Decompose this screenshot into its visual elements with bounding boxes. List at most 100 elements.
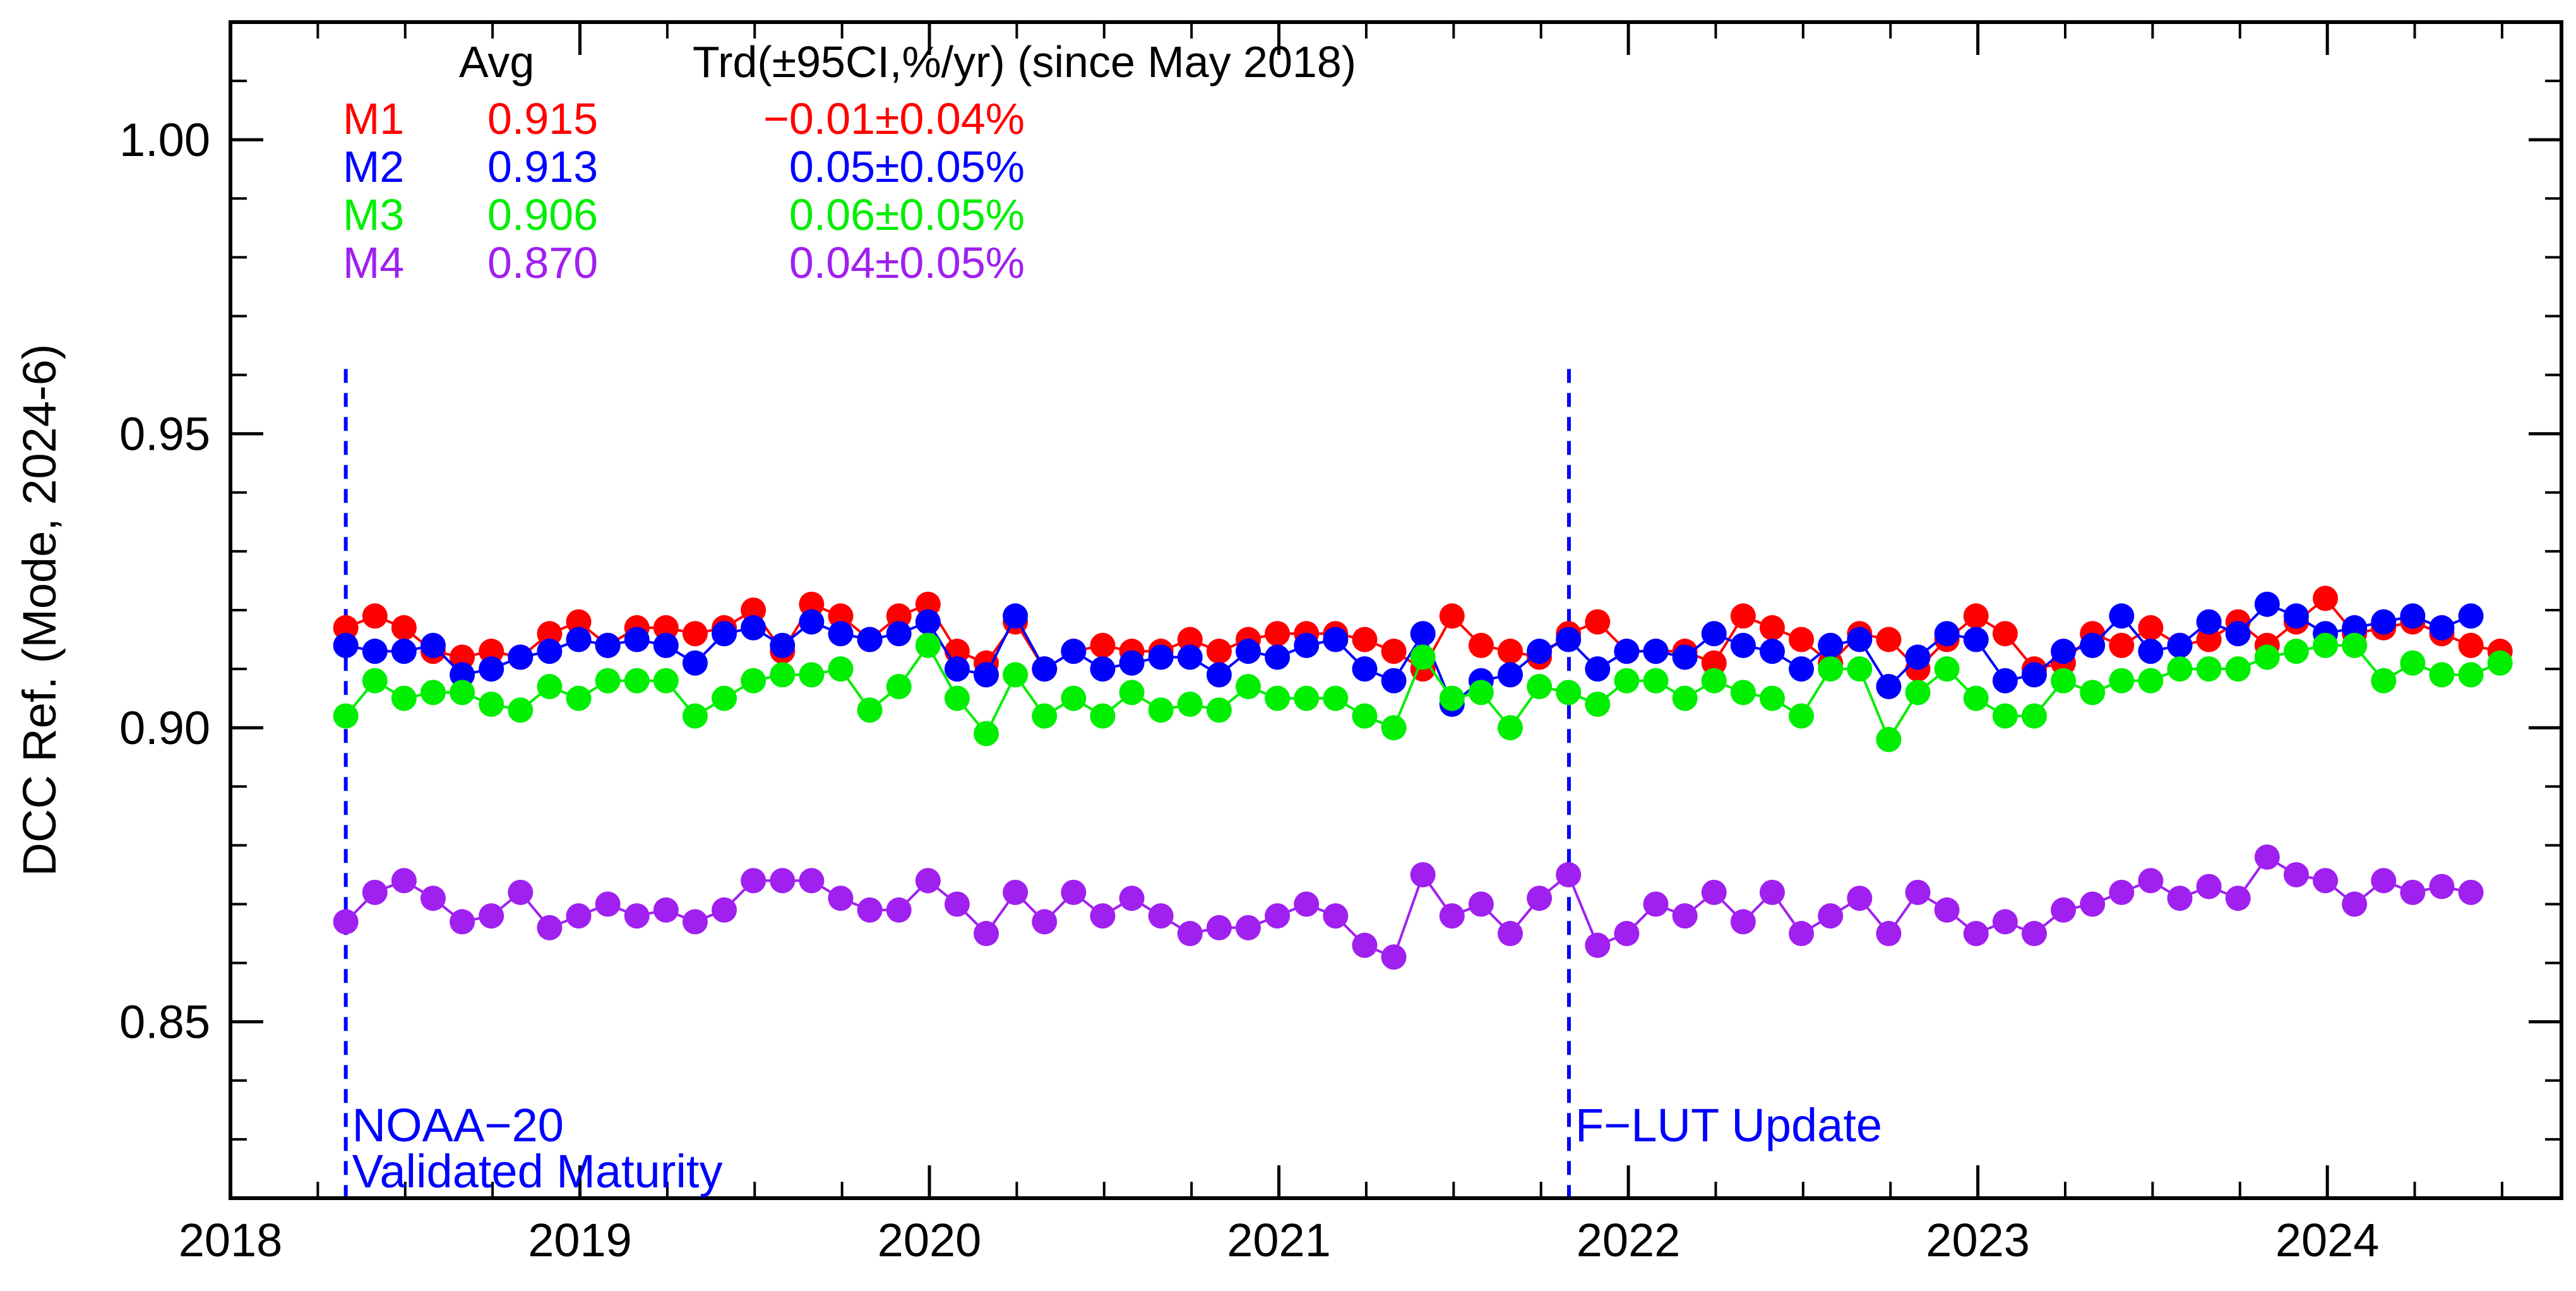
data-point-m4 xyxy=(1701,879,1727,905)
data-point-m2 xyxy=(1498,662,1524,688)
data-point-m3 xyxy=(2051,668,2077,694)
data-point-m2 xyxy=(479,656,504,682)
data-point-m3 xyxy=(653,668,679,694)
data-point-m3 xyxy=(682,703,708,729)
data-point-m1 xyxy=(1177,627,1203,652)
data-point-m1 xyxy=(566,609,592,635)
data-point-m2 xyxy=(2371,609,2397,635)
data-point-m2 xyxy=(537,639,563,664)
data-point-m4 xyxy=(391,868,417,894)
x-tick-label: 2019 xyxy=(528,1214,632,1266)
data-point-m3 xyxy=(2225,656,2251,682)
data-point-m4 xyxy=(1061,879,1087,905)
data-point-m4 xyxy=(1789,921,1815,947)
data-point-m1 xyxy=(2458,632,2484,658)
data-point-m3 xyxy=(1672,685,1698,711)
data-point-m3 xyxy=(1527,674,1553,700)
guide-lines xyxy=(343,369,1571,1198)
data-point-m2 xyxy=(1061,639,1087,664)
legend-trend-m2: 0.05±0.05% xyxy=(789,142,1025,191)
data-point-m1 xyxy=(2138,615,2164,640)
data-point-m2 xyxy=(1556,627,1582,652)
data-point-m1 xyxy=(1992,621,2018,647)
data-point-m2 xyxy=(2080,632,2106,658)
data-point-m4 xyxy=(915,868,941,894)
data-point-m2 xyxy=(915,609,941,635)
data-point-m1 xyxy=(1876,627,1902,652)
legend-avg-m3: 0.906 xyxy=(487,190,598,239)
data-point-m1 xyxy=(537,621,563,647)
data-point-m3 xyxy=(1556,680,1582,706)
data-point-m3 xyxy=(333,703,359,729)
data-point-m3 xyxy=(566,685,592,711)
data-point-m2 xyxy=(1847,627,1873,652)
x-tick-label: 2023 xyxy=(1926,1214,2030,1266)
data-point-m1 xyxy=(450,644,475,670)
data-point-m3 xyxy=(1992,703,2018,729)
data-point-m3 xyxy=(479,691,504,717)
data-point-m3 xyxy=(1090,703,1116,729)
data-point-m2 xyxy=(362,639,388,664)
data-point-m4 xyxy=(770,868,796,894)
data-point-m4 xyxy=(1556,862,1582,887)
data-point-m3 xyxy=(741,668,766,694)
data-point-m2 xyxy=(2225,621,2251,647)
data-point-m3 xyxy=(508,697,534,723)
data-point-m4 xyxy=(595,891,621,917)
data-point-m2 xyxy=(2342,615,2368,640)
data-point-m2 xyxy=(1701,621,1727,647)
data-point-m4 xyxy=(2283,862,2309,887)
data-point-m3 xyxy=(2196,656,2222,682)
data-point-m2 xyxy=(595,632,621,658)
data-point-m3 xyxy=(2254,644,2280,670)
data-point-m2 xyxy=(1585,656,1611,682)
data-point-m2 xyxy=(944,656,970,682)
data-point-m4 xyxy=(2138,868,2164,894)
x-tick-label: 2024 xyxy=(2275,1214,2380,1266)
data-point-m2 xyxy=(2167,632,2193,658)
data-point-m3 xyxy=(915,632,941,658)
data-point-m3 xyxy=(1643,668,1669,694)
data-point-m3 xyxy=(1119,680,1145,706)
data-point-m3 xyxy=(770,662,796,688)
data-point-m2 xyxy=(857,627,883,652)
series-layer xyxy=(333,585,2513,970)
data-point-m3 xyxy=(1789,703,1815,729)
data-point-m2 xyxy=(1236,639,1261,664)
data-point-m3 xyxy=(2313,632,2339,658)
data-point-m1 xyxy=(1265,621,1291,647)
data-point-m1 xyxy=(2196,627,2222,652)
data-point-m4 xyxy=(1236,915,1261,940)
data-point-m2 xyxy=(450,662,475,688)
data-point-m3 xyxy=(974,721,999,747)
data-point-m2 xyxy=(1177,644,1203,670)
data-point-m4 xyxy=(1730,909,1756,935)
data-point-m4 xyxy=(624,903,650,929)
legend-trend-m1: −0.01±0.04% xyxy=(763,94,1025,143)
y-axis-label: DCC Ref. (Mode, 2024-6) xyxy=(13,344,66,876)
data-point-m4 xyxy=(1177,921,1203,947)
data-point-m2 xyxy=(2254,591,2280,617)
data-point-m4 xyxy=(1963,921,1989,947)
data-point-m4 xyxy=(1410,862,1436,887)
data-point-m4 xyxy=(479,903,504,929)
data-point-m1 xyxy=(1381,639,1407,664)
data-point-m3 xyxy=(1148,697,1174,723)
data-point-m4 xyxy=(1381,944,1407,970)
x-tick-label: 2018 xyxy=(179,1214,283,1266)
data-point-m2 xyxy=(1992,668,2018,694)
data-point-m3 xyxy=(1498,715,1524,741)
data-point-m2 xyxy=(1119,650,1145,676)
data-point-m3 xyxy=(944,685,970,711)
data-point-m4 xyxy=(1323,903,1349,929)
data-point-m1 xyxy=(1090,632,1116,658)
data-point-m4 xyxy=(1905,879,1931,905)
data-point-m1 xyxy=(362,603,388,629)
data-point-m3 xyxy=(1876,726,1902,752)
data-point-m3 xyxy=(1206,697,1232,723)
data-point-m3 xyxy=(1963,685,1989,711)
data-point-m1 xyxy=(1206,639,1232,664)
data-point-m4 xyxy=(886,897,912,923)
data-point-m4 xyxy=(1032,909,1058,935)
